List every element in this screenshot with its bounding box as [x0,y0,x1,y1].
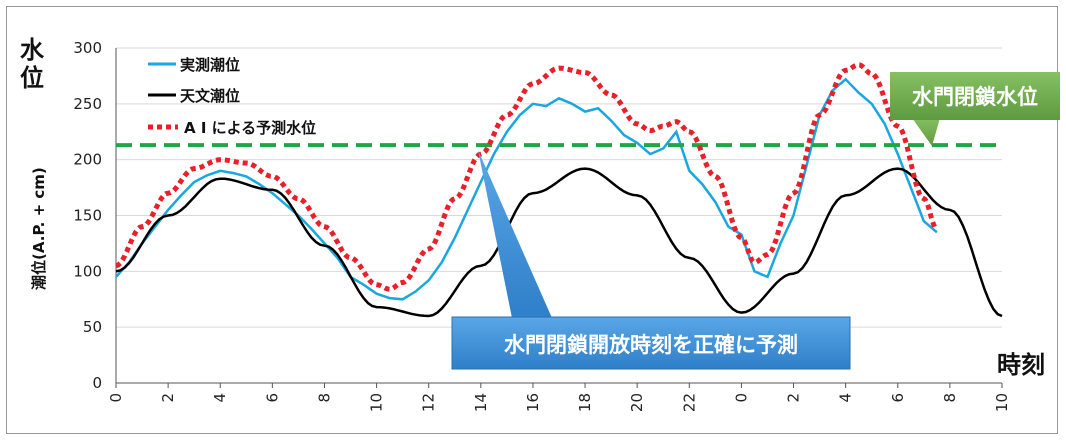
callout-text: 水門閉鎖開放時刻を正確に予測 [504,333,798,357]
threshold-label-box [890,72,1060,120]
threshold-label-pointer [912,118,940,146]
x-tick-label: 4 [837,393,855,403]
x-tick-label: 12 [420,393,438,412]
y-axis-corner-label-bottom: 位 [20,64,44,92]
legend: 実測潮位 天文潮位 A I による予測水位 [148,56,316,137]
y-axis-label: 潮位(A.P. + cm) [30,167,48,290]
x-axis-label: 時刻 [997,351,1045,379]
callout-box [451,316,851,370]
y-tick-label: 200 [73,151,102,169]
x-tick-label: 6 [889,393,907,403]
legend-label-astronomical: 天文潮位 [180,87,240,105]
x-tick-label: 8 [315,393,333,403]
y-tick-label: 0 [92,374,102,392]
x-axis-ticks: 0 2 4 6 8 10 12 14 16 18 20 22 0 2 4 6 8 10 [107,383,1011,412]
x-tick-label: 0 [732,393,750,403]
x-tick-label: 18 [576,393,594,412]
x-tick-label: 20 [628,393,646,412]
x-tick-label: 0 [107,393,125,403]
callout-pointer [478,150,552,318]
y-axis-ticks: 0 50 100 150 200 250 300 [73,39,102,392]
legend-label-measured: 実測潮位 [180,56,240,74]
x-tick-label: 4 [211,393,229,403]
series-ai-prediction-line [115,62,938,292]
x-tick-label: 10 [993,393,1011,412]
y-tick-label: 150 [73,207,102,225]
y-axis-corner-label-top: 水 [20,36,45,64]
gridlines [116,47,1002,328]
x-tick-label: 2 [785,393,803,403]
x-tick-label: 2 [159,393,177,403]
series-measured-tide-line [115,77,938,301]
y-tick-label: 300 [73,39,102,57]
threshold-label: 水門閉鎖水位 [912,85,1038,109]
x-tick-label: 14 [472,393,490,412]
y-tick-label: 50 [83,318,102,336]
x-tick-label: 8 [941,393,959,403]
series-astronomical-tide-line [115,167,1003,318]
x-tick-label: 10 [368,393,386,412]
y-tick-label: 100 [73,262,102,280]
x-tick-label: 16 [524,393,542,412]
y-tick-label: 250 [73,95,102,113]
legend-label-ai: A I による予測水位 [184,119,316,137]
x-tick-label: 6 [263,393,281,403]
x-tick-label: 22 [680,393,698,412]
